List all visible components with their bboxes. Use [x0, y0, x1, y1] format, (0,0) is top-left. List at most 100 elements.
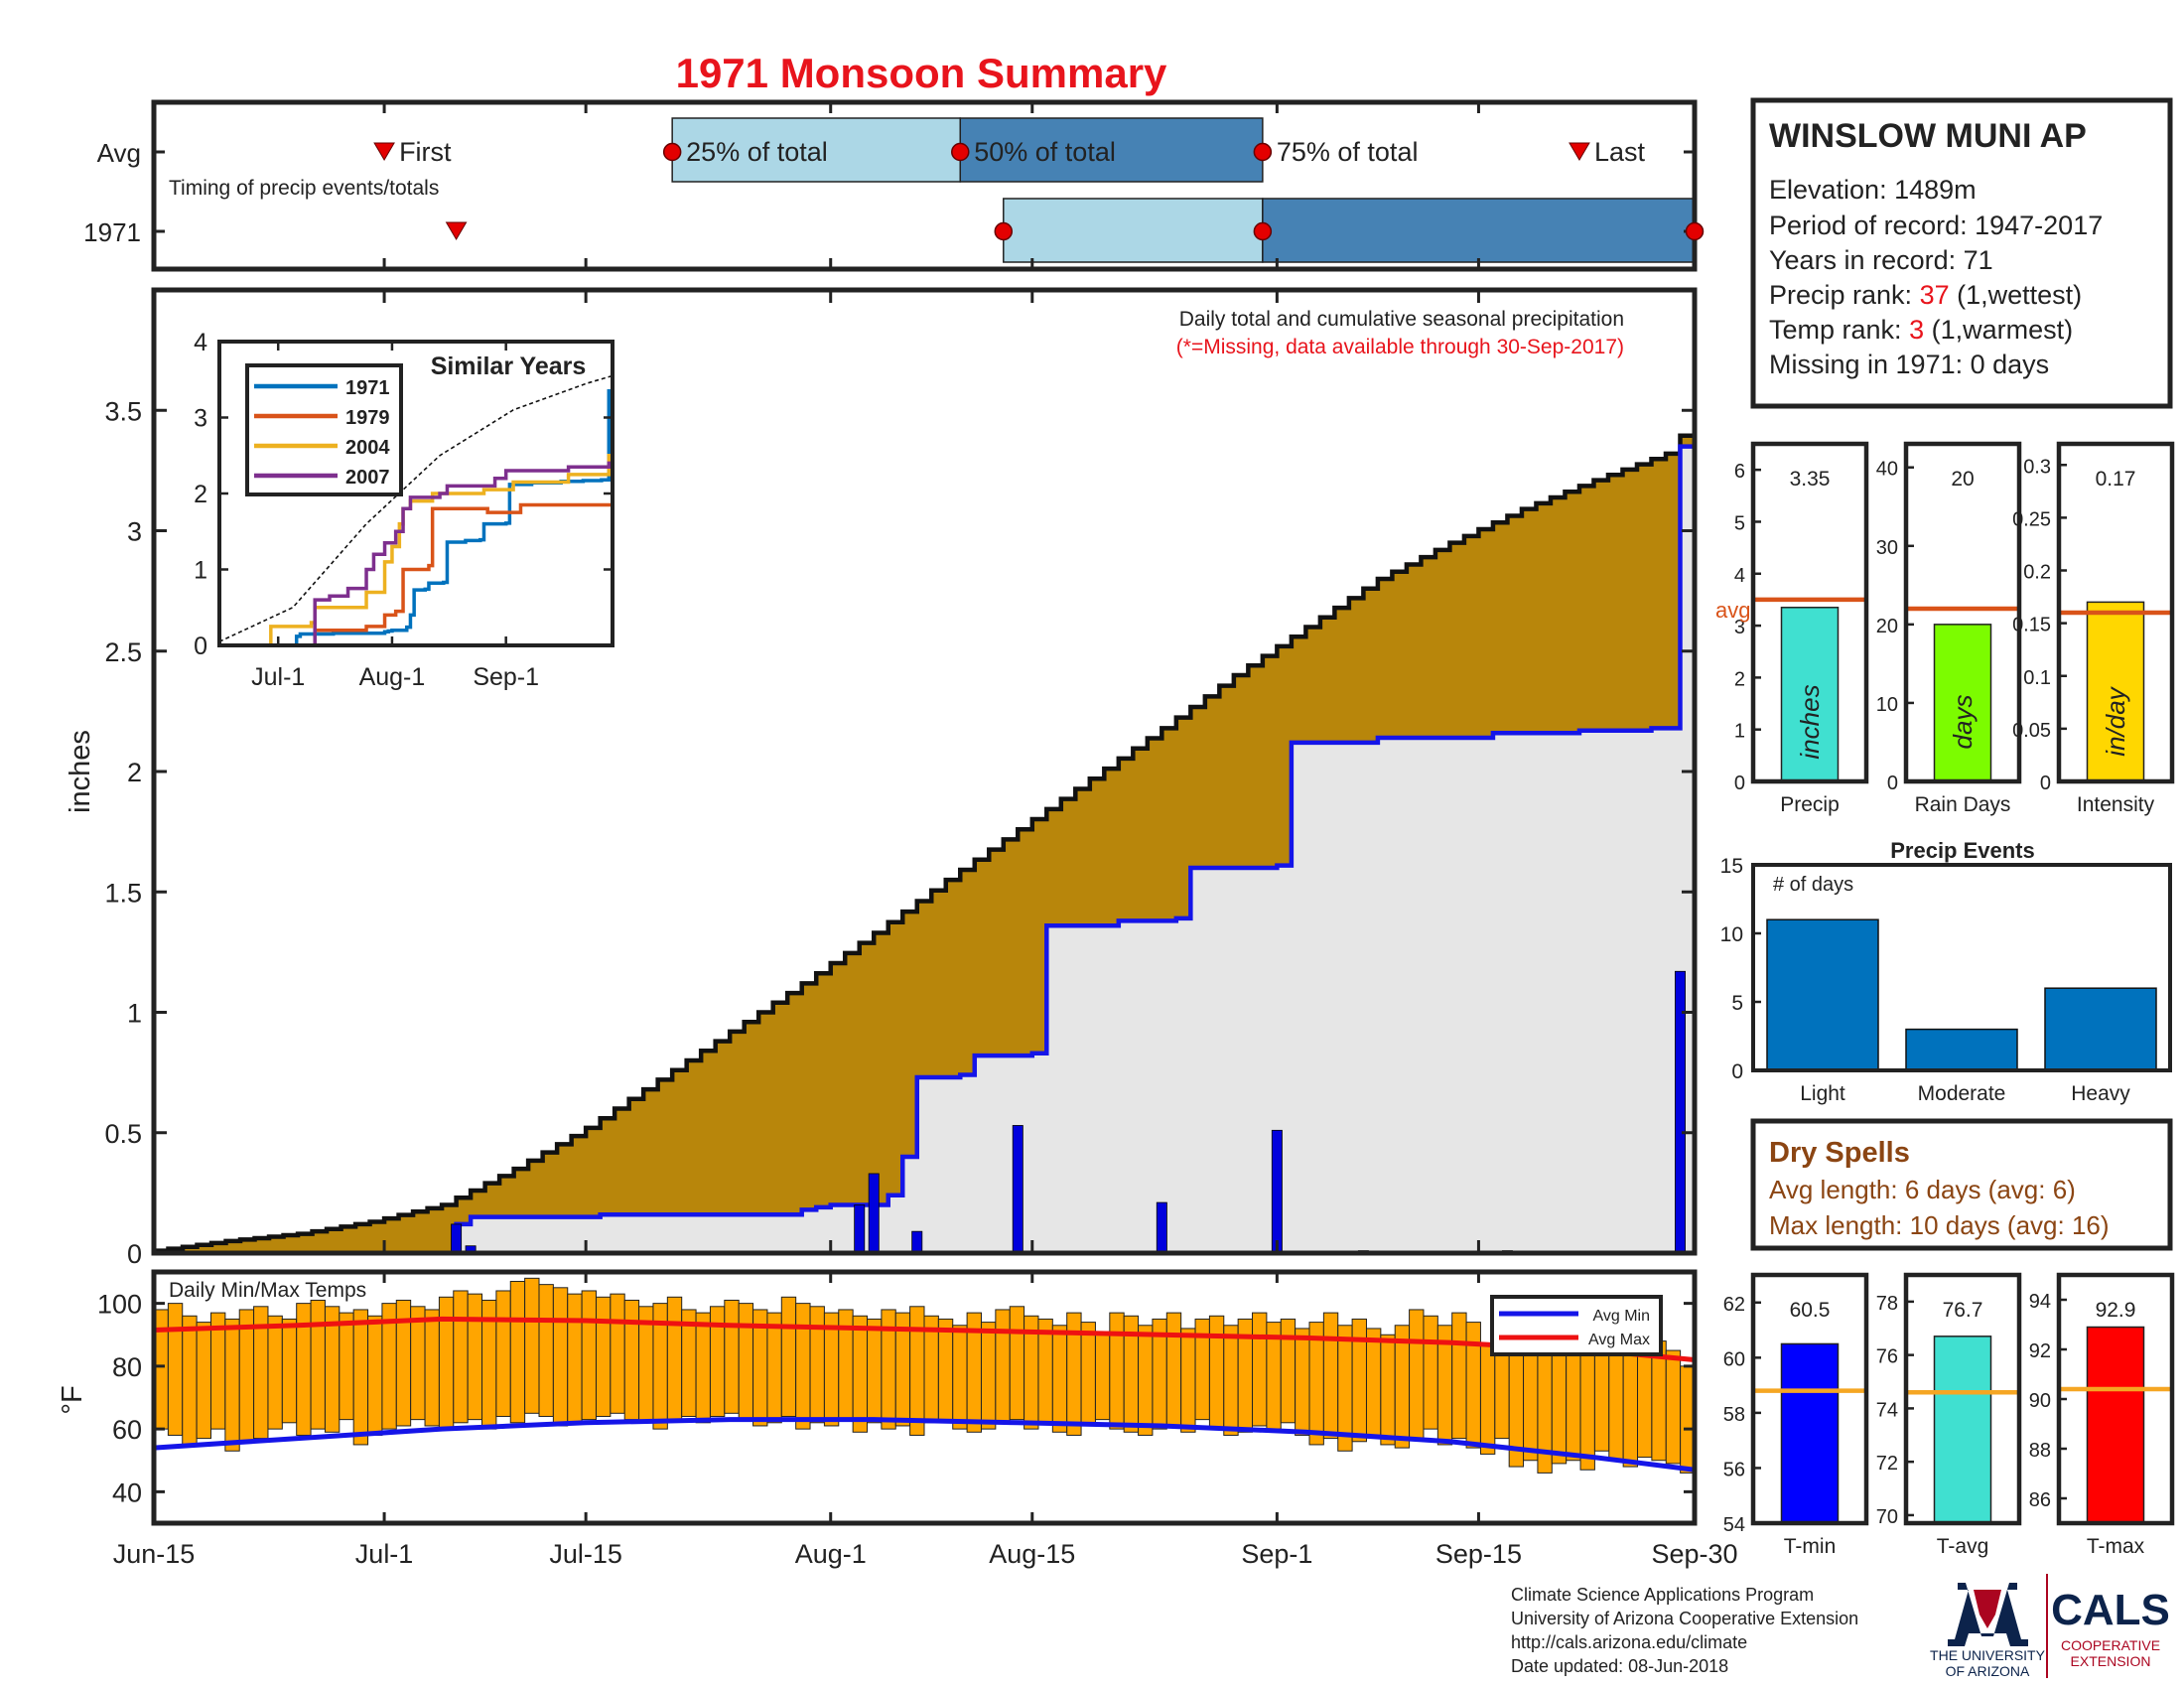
avg-p25-marker [662, 142, 682, 162]
summary-value-Intensity: 0.17 [2096, 468, 2136, 491]
summary-ytick-label: 86 [2029, 1489, 2051, 1511]
inset-legend-label-2007: 2007 [345, 467, 390, 489]
summary-ytick-label: 88 [2029, 1440, 2051, 1462]
daily-temp-bar [1094, 1331, 1111, 1421]
timing-frame [151, 99, 1698, 272]
daily-precip-bar [868, 1173, 880, 1254]
footer: Climate Science Applications Program Uni… [1511, 1585, 1858, 1676]
seasonal-summary-bars: 3.35 0 1 2 3 4 5 6 Precip inches avg 20 0 10 20 30 40 Rai… [1715, 441, 2175, 816]
avg-p75-label: 75% of total [1277, 137, 1419, 167]
university-of-arizona-logo: THE UNIVERSITY OF ARIZONA [1930, 1583, 2046, 1679]
summary-ytick-label: 0 [2040, 773, 2051, 794]
year-first-marker [445, 221, 468, 240]
summary-ytick-label: 0.05 [2012, 720, 2051, 742]
footer-line2: University of Arizona Cooperative Extens… [1511, 1609, 1858, 1628]
dry-spells-frame [1750, 1118, 2173, 1251]
daily-temp-bar [1394, 1325, 1411, 1449]
temp-ytick-label: 60 [112, 1415, 142, 1445]
temp-chart: 40 60 80 100 Daily Min/Max Temps °F Avg Min… [57, 1269, 1698, 1526]
x-tick-label: Sep-30 [1651, 1539, 1737, 1569]
timing-panel: Avg 1971 Timing of precip events/totals … [83, 99, 1705, 272]
daily-temp-bar [424, 1309, 440, 1427]
daily-temp-bar [867, 1318, 883, 1424]
inset-ytick-label: 2 [194, 481, 207, 508]
inset-ytick-label: 4 [194, 329, 207, 356]
temp-ylabel: °F [57, 1385, 88, 1414]
daily-temp-bar [724, 1299, 740, 1414]
precip-caption-missing: (*=Missing, data available through 30-Se… [1176, 336, 1624, 358]
summary-ytick-label: 3 [1734, 617, 1745, 638]
daily-temp-bar [1365, 1328, 1382, 1436]
daily-temp-bar [352, 1309, 369, 1446]
daily-temp-bar [595, 1296, 612, 1417]
summary-value-Rain Days: 20 [1951, 468, 1974, 491]
summary-ytick-label: 90 [2029, 1390, 2051, 1412]
inset-series-1979 [219, 502, 613, 647]
daily-temp-bar [809, 1306, 825, 1424]
avg-max-line [153, 1316, 1696, 1363]
inset-legend-label-1979: 1979 [345, 407, 390, 429]
summary-ytick-label: 94 [2029, 1291, 2051, 1313]
daily-temp-bar [1465, 1322, 1481, 1449]
precip-caption: Daily total and cumulative seasonal prec… [1179, 308, 1624, 331]
daily-temp-bar [1109, 1312, 1125, 1430]
summary-unit-Intensity: in/day [2101, 685, 2130, 756]
temp-caption: Daily Min/Max Temps [169, 1279, 366, 1302]
inset-xtick-label: Sep-1 [473, 663, 539, 691]
summary-ytick-label: 40 [1876, 459, 1898, 481]
summary-bar-Intensity [2086, 601, 2145, 782]
summary-ytick-label: 72 [1876, 1453, 1898, 1475]
x-tick-label: Aug-1 [795, 1539, 867, 1569]
summary-unit-Precip: inches [1795, 684, 1825, 759]
dry-spells-max: Max length: 10 days (avg: 16) [1769, 1210, 2110, 1240]
daily-temp-bar [196, 1322, 211, 1440]
events-ytick-label: 0 [1731, 1060, 1743, 1083]
daily-precip-bar [451, 1223, 463, 1254]
avg-last-marker [1569, 142, 1590, 161]
summary-value-T-avg: 76.7 [1943, 1299, 1983, 1322]
date-x-axis: Jun-15 Jul-1 Jul-15 Aug-1 Aug-15 Sep-1 Sep-15 S… [113, 1539, 1738, 1569]
daily-temp-bar [1009, 1306, 1025, 1421]
temp-legend [1490, 1295, 1663, 1356]
x-tick-label: Jul-1 [355, 1539, 414, 1569]
dry-spells-title: Dry Spells [1769, 1137, 1910, 1169]
daily-temp-bar [1165, 1312, 1182, 1427]
daily-temp-bar [167, 1303, 184, 1436]
summary-ytick-label: 4 [1734, 565, 1745, 587]
daily-temp-bar [1380, 1334, 1396, 1446]
cals-coop-line1: COOPERATIVE [2061, 1637, 2160, 1653]
daily-temp-bar [1523, 1349, 1539, 1462]
avg-first-marker [373, 142, 395, 161]
x-tick-label: Sep-1 [1241, 1539, 1312, 1569]
summary-ytick-label: 1 [1734, 721, 1745, 743]
summary-ytick-label: 0.15 [2012, 615, 2051, 636]
daily-temp-bar [852, 1315, 869, 1433]
summary-frame-T-avg [1903, 1272, 2022, 1526]
precip-ytick-label: 2.5 [104, 637, 142, 667]
daily-precip-bar [1012, 1125, 1024, 1254]
summary-label-T-max: T-max [2087, 1535, 2145, 1558]
inset-axes: 0 1 2 3 4 Jul-1 Aug-1 Sep-1 [194, 329, 613, 691]
daily-temp-bar [995, 1309, 1011, 1424]
temp-ytick-label: 100 [97, 1290, 142, 1320]
avg-text-label: avg [1715, 598, 1750, 623]
daily-temp-bar [1280, 1318, 1297, 1424]
temp-rank-label: Temp rank: [1769, 315, 1909, 345]
daily-temp-bar [1593, 1346, 1610, 1452]
timing-caption: Timing of precip events/totals [169, 177, 439, 200]
inset-legend-items: 1971 1979 2004 2007 [254, 377, 390, 489]
inset-plot-area [218, 374, 614, 647]
daily-temp-bar [1409, 1309, 1425, 1440]
daily-temp-bar [410, 1306, 426, 1421]
daily-temp-bar [1138, 1325, 1154, 1436]
summary-ytick-label: 60 [1723, 1348, 1745, 1370]
daily-temp-bar [467, 1293, 483, 1421]
daily-temp-bar [367, 1315, 383, 1436]
summary-ytick-label: 0.2 [2023, 562, 2051, 584]
daily-temp-bar [567, 1293, 583, 1424]
daily-temp-bar [552, 1287, 569, 1427]
ua-a-outer-icon [1948, 1583, 2028, 1646]
precip-ytick-label: 0 [127, 1239, 142, 1269]
ua-a-inner-icon [1974, 1590, 2001, 1628]
